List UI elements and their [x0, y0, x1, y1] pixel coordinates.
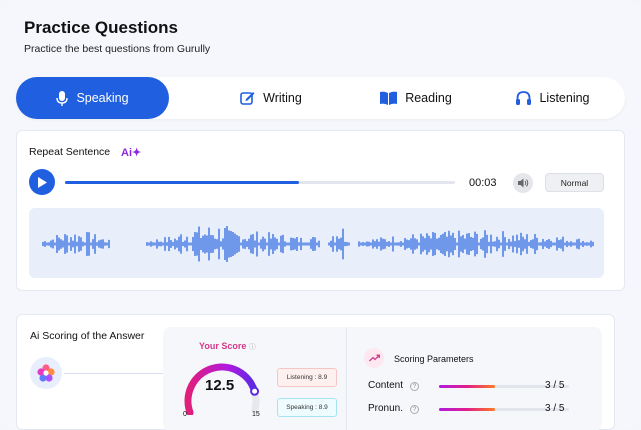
tab-speaking[interactable]: Speaking — [16, 77, 169, 119]
param-content-label: Content — [368, 380, 404, 391]
ai-flower-icon — [37, 364, 55, 382]
info-icon[interactable]: ? — [410, 405, 419, 414]
connector-line — [64, 373, 164, 374]
gauge-max-label: 15 — [252, 411, 260, 418]
scoring-parameters-title: Scoring Parameters — [394, 354, 474, 364]
tab-reading-label: Reading — [405, 91, 452, 105]
question-title: Repeat Sentence — [29, 146, 111, 158]
book-icon — [380, 91, 398, 105]
param-content-fill — [439, 385, 496, 388]
param-pronun-fill — [439, 408, 496, 411]
ai-badge: Ai✦ — [121, 147, 142, 159]
param-pronun-label: Pronun. — [368, 403, 404, 414]
tab-speaking-label: Speaking — [76, 91, 129, 105]
microphone-icon — [56, 90, 69, 106]
tab-listening-label: Listening — [539, 91, 590, 105]
score-gauge — [184, 363, 260, 415]
play-button[interactable] — [29, 169, 55, 195]
edit-icon — [240, 92, 255, 105]
score-value: 12.5 — [205, 377, 235, 394]
waveform — [42, 226, 594, 262]
speaking-score-chip: Speaking : 8.9 — [277, 398, 337, 417]
trend-icon — [364, 348, 384, 368]
skill-tabs: Speaking Writing Reading Listening — [16, 77, 625, 119]
panel-divider — [346, 327, 347, 430]
audio-time: 00:03 — [469, 177, 497, 189]
listening-score-chip: Listening : 8.9 — [277, 368, 337, 387]
scoring-title: Ai Scoring of the Answer — [30, 330, 145, 342]
headphones-icon — [516, 91, 532, 105]
waveform-panel — [29, 208, 604, 278]
play-icon — [38, 176, 47, 188]
tab-reading[interactable]: Reading — [351, 77, 481, 119]
gauge-fill — [184, 363, 259, 415]
audio-progress-track[interactable] — [65, 181, 455, 184]
score-panel: Your Score ⓘ 12.5 0 15 Listening : 8.9 S… — [163, 327, 602, 430]
param-content-bar — [439, 385, 569, 388]
gauge-min-label: 0 — [183, 411, 187, 418]
ai-avatar — [30, 357, 62, 389]
playback-speed-button[interactable]: Normal — [545, 173, 604, 192]
param-content-value: 3 / 5 — [545, 380, 565, 391]
tab-writing-label: Writing — [263, 91, 302, 105]
page-subtitle: Practice the best questions from Gurully — [24, 43, 211, 55]
param-pronun-value: 3 / 5 — [545, 403, 565, 414]
tab-writing[interactable]: Writing — [211, 77, 331, 119]
question-card: Repeat Sentence Ai✦ 00:03 Normal — [16, 130, 625, 291]
audio-progress-fill — [65, 181, 299, 184]
scoring-card: Ai Scoring of the Answer Your Score ⓘ 12… — [16, 314, 615, 430]
info-icon[interactable]: ? — [410, 382, 419, 391]
param-pronun-bar — [439, 408, 569, 411]
gauge-knob — [250, 386, 260, 396]
volume-button[interactable] — [513, 173, 533, 193]
tab-listening[interactable]: Listening — [498, 77, 608, 119]
speaker-icon — [517, 178, 528, 188]
your-score-label: Your Score ⓘ — [199, 341, 256, 351]
page-title: Practice Questions — [24, 18, 179, 37]
